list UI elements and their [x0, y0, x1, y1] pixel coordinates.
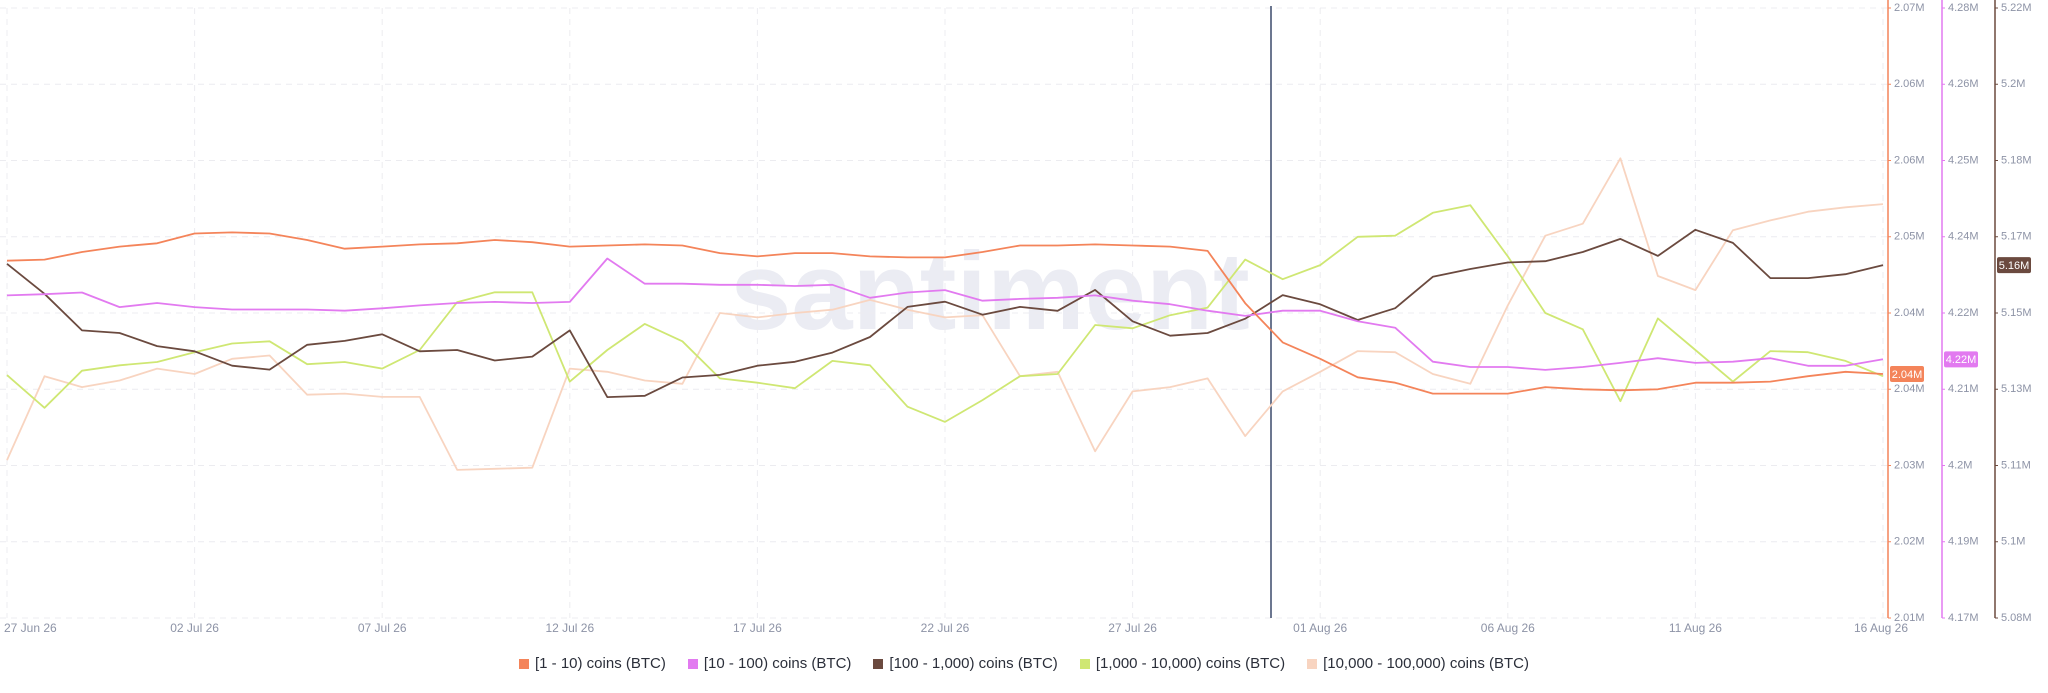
series-line	[6, 257, 1884, 371]
y-tick-label: 2.04M	[1894, 383, 1925, 395]
y-tick-label: 4.25M	[1948, 154, 1979, 166]
y-tick-label: 2.04M	[1894, 307, 1925, 319]
x-tick-label: 01 Aug 26	[1293, 621, 1347, 635]
y-tick-label: 2.06M	[1894, 154, 1925, 166]
y-tick-label: 4.24M	[1948, 231, 1979, 243]
watermark: santiment	[730, 230, 1250, 353]
legend-swatch	[518, 658, 529, 669]
x-tick-label: 12 Jul 26	[545, 621, 594, 635]
legend-label: [100 - 1,000) coins (BTC)	[889, 655, 1058, 672]
chart: santiment 27 Jun 26 02 Jul 26 07 Jul 26 12 …	[0, 0, 2032, 635]
y-tick-label: 2.02M	[1894, 536, 1925, 548]
y-tick-label: 2.01M	[1894, 612, 1925, 624]
y-tick-label: 4.26M	[1948, 78, 1979, 90]
end-badge	[1890, 366, 1924, 382]
legend-item[interactable]: [10,000 - 100,000) coins (BTC)	[1307, 655, 1529, 672]
end-badge	[1944, 351, 1978, 368]
y-tick-label: 2.07M	[1894, 2, 1925, 14]
y-tick-label: 5.18M	[2001, 154, 2032, 166]
x-tick-label: 07 Jul 26	[358, 621, 407, 635]
legend-label: [1 - 10) coins (BTC)	[534, 655, 666, 672]
y-tick-label: 5.11M	[2001, 459, 2031, 471]
x-tick-label: 22 Jul 26	[921, 621, 970, 635]
y-tick-label: 5.13M	[2001, 383, 2032, 395]
y-tick-label: 2.06M	[1894, 78, 1925, 90]
y-tick-label: 5.15M	[2001, 307, 2032, 319]
x-tick-label: 11 Aug 26	[1669, 621, 1722, 635]
y-tick-label: 2.03M	[1894, 459, 1925, 471]
legend-swatch	[1079, 658, 1090, 669]
legend-item[interactable]: [1 - 10) coins (BTC)	[518, 655, 666, 672]
y-tick-label: 5.2M	[2001, 78, 2025, 90]
y-tick-label: 5.22M	[2001, 2, 2032, 14]
x-tick-label: 06 Aug 26	[1481, 621, 1535, 635]
legend-swatch	[873, 658, 884, 669]
y-tick-label: 5.08M	[2001, 612, 2032, 624]
y-tick-label: 4.17M	[1948, 612, 1979, 624]
end-label: 4.22M	[1946, 354, 1977, 366]
x-tick-label: 16 Aug 26	[1854, 621, 1908, 635]
legend-label: [10,000 - 100,000) coins (BTC)	[1323, 655, 1530, 672]
legend-item[interactable]: [10 - 100) coins (BTC)	[687, 655, 852, 672]
y-tick-label: 4.22M	[1948, 307, 1979, 319]
series-line	[6, 228, 1884, 398]
legend-swatch	[687, 658, 698, 669]
y-tick-label: 4.21M	[1948, 383, 1979, 395]
x-tick-label: 02 Jul 26	[170, 621, 219, 635]
y-tick-label: 4.28M	[1948, 2, 1979, 14]
end-badge	[1997, 257, 2031, 274]
x-tick-label: 17 Jul 26	[733, 621, 782, 635]
series-line	[6, 204, 1884, 423]
legend: [1 - 10) coins (BTC) [10 - 100) coins (BT…	[0, 655, 2048, 672]
end-label: 2.04M	[1892, 369, 1923, 381]
series-line	[6, 157, 1884, 471]
y-tick-label: 2.05M	[1894, 231, 1925, 243]
y-tick-label: 5.1M	[2001, 536, 2025, 548]
x-tick-label: 27 Jun 26	[4, 621, 57, 635]
legend-swatch	[1307, 658, 1318, 669]
legend-item[interactable]: [100 - 1,000) coins (BTC)	[873, 655, 1058, 672]
y-tick-label: 4.19M	[1948, 536, 1979, 548]
end-label: 5.16M	[1999, 260, 2030, 272]
series-line	[6, 231, 1884, 395]
legend-label: [10 - 100) coins (BTC)	[703, 655, 852, 672]
y-tick-label: 5.17M	[2001, 231, 2032, 243]
legend-item[interactable]: [1,000 - 10,000) coins (BTC)	[1079, 655, 1286, 672]
x-tick-label: 27 Jul 26	[1108, 621, 1157, 635]
legend-label: [1,000 - 10,000) coins (BTC)	[1095, 655, 1286, 672]
y-tick-label: 4.2M	[1948, 459, 1972, 471]
